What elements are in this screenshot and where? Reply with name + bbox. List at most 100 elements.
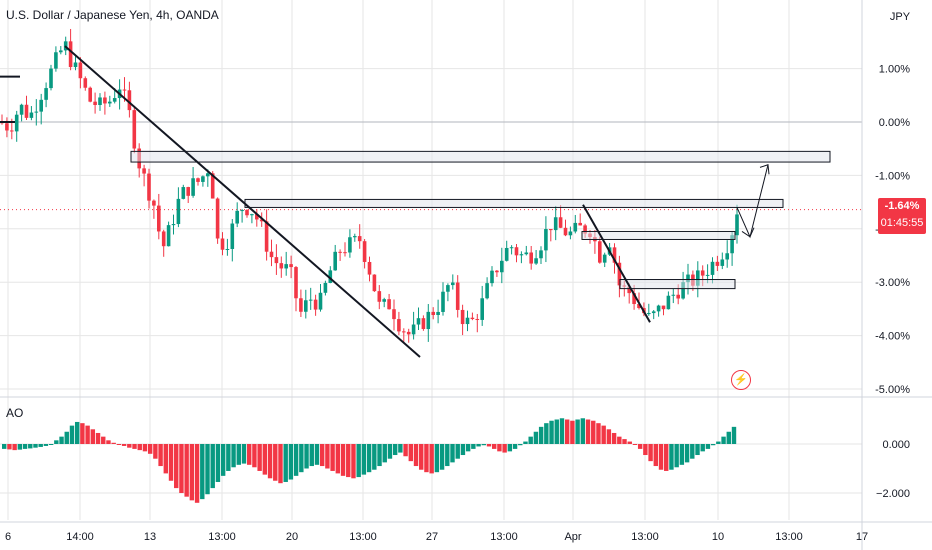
ao-bar-rising <box>283 444 288 482</box>
candle-up <box>656 305 661 312</box>
zone-rectangle <box>581 230 736 240</box>
ao-bar-falling <box>127 444 132 448</box>
ao-bar-rising <box>2 444 7 449</box>
ao-bar-falling <box>257 444 262 471</box>
time-tick-label: 13:00 <box>490 531 518 543</box>
ao-bar-falling <box>7 444 12 450</box>
candle-up <box>544 229 548 251</box>
candle-up <box>54 52 58 69</box>
candle-up <box>426 311 431 330</box>
ao-bar-falling <box>648 444 653 462</box>
candle-down <box>583 225 587 234</box>
flash-icon[interactable]: ⚡ <box>731 370 751 390</box>
ao-bar-rising <box>293 444 299 476</box>
ao-bar-falling <box>267 444 273 479</box>
ao-bar-falling <box>106 440 111 444</box>
ao-bar-falling <box>163 444 169 474</box>
time-tick-label: 27 <box>426 531 438 543</box>
ao-bar-falling <box>627 441 632 444</box>
ao-bar-rising <box>538 426 544 444</box>
candle-up <box>451 282 455 286</box>
ao-bar-rising <box>528 436 533 444</box>
candle-up <box>671 294 676 296</box>
ao-bar-falling <box>585 419 591 444</box>
time-tick-label: Apr <box>564 531 581 543</box>
candle-down <box>421 318 426 330</box>
chart-title: U.S. Dollar / Japanese Yen, 4h, OANDA <box>6 8 219 22</box>
ao-bar-rising <box>705 444 711 449</box>
candle-up <box>304 300 308 312</box>
candle-up <box>59 50 63 53</box>
price-tick-label: 0.00% <box>879 117 910 129</box>
ao-bar-rising <box>304 444 309 469</box>
candle-up <box>382 299 386 302</box>
candle-down <box>598 241 602 263</box>
candle-down <box>215 198 220 239</box>
candle-up <box>465 317 470 325</box>
candle-up <box>328 270 333 283</box>
candle-up <box>171 224 176 226</box>
candle-down <box>460 309 465 325</box>
candle-down <box>274 257 279 264</box>
ao-bar-rising <box>700 444 705 452</box>
ao-bar-falling <box>101 436 106 444</box>
ao-bar-falling <box>142 444 148 452</box>
candle-down <box>313 299 318 310</box>
ao-bar-falling <box>351 444 356 479</box>
candle-down <box>289 264 293 268</box>
candle-down <box>563 227 568 236</box>
candle-up <box>446 285 450 292</box>
candle-up <box>230 223 235 249</box>
candle-down <box>83 78 88 88</box>
candle-up <box>39 99 43 112</box>
candle-down <box>377 291 382 302</box>
candle-down <box>264 221 269 252</box>
candle-up <box>416 318 421 325</box>
candle-up <box>98 97 102 106</box>
ao-bar-falling <box>132 444 137 449</box>
candle-up <box>553 217 558 231</box>
ao-bar-rising <box>507 444 513 452</box>
ao-tick-label: 0.000 <box>882 439 910 451</box>
ao-bar-rising <box>455 444 460 459</box>
candle-up <box>504 247 509 261</box>
ao-bar-rising <box>460 444 466 456</box>
candle-down <box>529 252 533 264</box>
ao-bars-group <box>2 418 737 503</box>
candle-down <box>632 293 636 305</box>
ao-bar-rising <box>398 444 403 453</box>
zone-rectangle <box>619 279 736 290</box>
candle-up <box>568 231 573 236</box>
ao-bar-falling <box>95 432 101 444</box>
ao-bar-rising <box>38 444 43 447</box>
candle-up <box>206 173 210 177</box>
candle-down <box>88 87 92 102</box>
ao-bar-falling <box>601 425 606 444</box>
ao-bar-rising <box>465 444 471 452</box>
ao-bar-rising <box>382 444 387 463</box>
ao-bar-rising <box>695 444 700 456</box>
candle-down <box>269 251 274 258</box>
ao-bar-falling <box>611 432 617 444</box>
price-tick-label: -4.00% <box>875 331 910 343</box>
ao-bar-falling <box>80 423 85 444</box>
candle-up <box>651 311 656 314</box>
candle-down <box>612 247 617 263</box>
ao-bar-rising <box>200 444 205 500</box>
candle-up <box>166 225 171 247</box>
ao-bar-falling <box>346 444 351 478</box>
candle-down <box>294 267 298 299</box>
candle-up <box>181 187 186 199</box>
candle-up <box>176 198 181 225</box>
last-price-label: -1.64% 01:45:55 <box>878 198 926 234</box>
ao-bar-rising <box>518 444 523 446</box>
candle-up <box>686 274 690 283</box>
ao-bar-falling <box>622 439 627 444</box>
candle-up <box>348 237 352 253</box>
candle-up <box>333 251 337 271</box>
candle-down <box>196 178 200 182</box>
ao-bar-falling <box>90 429 96 444</box>
ao-tick-label: −2.000 <box>876 488 910 500</box>
candle-down <box>578 222 582 226</box>
